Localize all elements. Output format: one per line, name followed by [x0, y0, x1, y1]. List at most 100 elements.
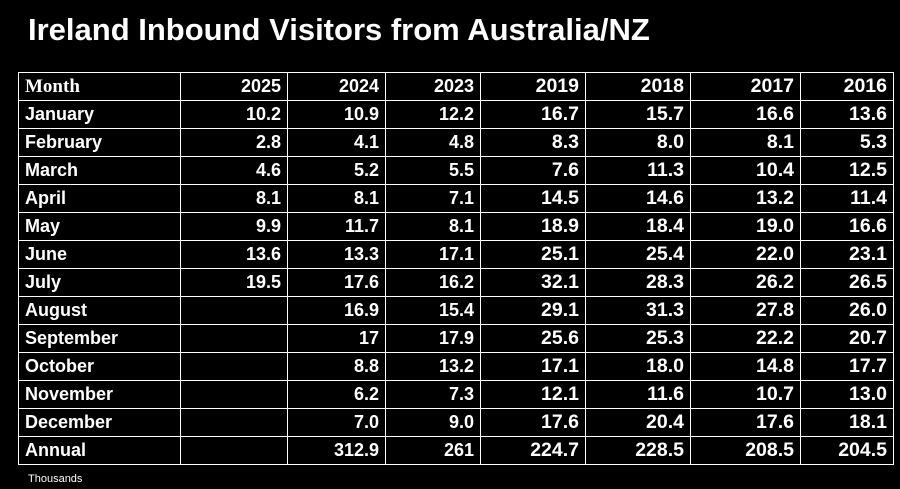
table-cell: 8.1 [287, 184, 386, 213]
table-cell: 20.7 [800, 324, 894, 353]
table-cell: 17.1 [385, 240, 481, 269]
table-cell: 208.5 [690, 436, 801, 465]
table-cell: 2.8 [180, 128, 288, 157]
table-cell: 8.1 [180, 184, 288, 213]
table-row: September 17 17.9 25.6 25.3 22.2 20.7 [18, 324, 894, 353]
header-cell: 2018 [585, 72, 691, 101]
table-cell: 18.0 [585, 352, 691, 381]
table-row: February 2.8 4.1 4.8 8.3 8.0 8.1 5.3 [18, 128, 894, 157]
table-cell: 25.1 [480, 240, 586, 269]
table-cell: 17 [287, 324, 386, 353]
table-cell: 10.7 [690, 380, 801, 409]
table-cell: 28.3 [585, 268, 691, 297]
table-row: April 8.1 8.1 7.1 14.5 14.6 13.2 11.4 [18, 184, 894, 213]
table-cell: 26.5 [800, 268, 894, 297]
table-cell: 7.0 [287, 408, 386, 437]
table-cell: 5.2 [287, 156, 386, 185]
row-label: September [18, 324, 181, 353]
table-row: March 4.6 5.2 5.5 7.6 11.3 10.4 12.5 [18, 156, 894, 185]
table-cell: 12.1 [480, 380, 586, 409]
table-cell: 17.6 [287, 268, 386, 297]
row-label: January [18, 100, 181, 129]
table-cell: 13.3 [287, 240, 386, 269]
table-cell: 26.0 [800, 296, 894, 325]
table-cell: 11.3 [585, 156, 691, 185]
row-label: August [18, 296, 181, 325]
row-label: July [18, 268, 181, 297]
table-cell: 13.6 [800, 100, 894, 129]
table-cell: 312.9 [287, 436, 386, 465]
table-row: Annual 312.9 261 224.7 228.5 208.5 204.5 [18, 436, 894, 465]
table-cell: 27.8 [690, 296, 801, 325]
table-row: December 7.0 9.0 17.6 20.4 17.6 18.1 [18, 408, 894, 437]
table-cell: 14.5 [480, 184, 586, 213]
table-cell [180, 296, 288, 325]
row-label: February [18, 128, 181, 157]
table-cell: 17.9 [385, 324, 481, 353]
table-cell: 13.6 [180, 240, 288, 269]
table-cell: 25.4 [585, 240, 691, 269]
table-cell: 12.2 [385, 100, 481, 129]
table-cell: 15.4 [385, 296, 481, 325]
table-cell [180, 352, 288, 381]
table-cell: 17.6 [690, 408, 801, 437]
table-cell [180, 324, 288, 353]
table-cell: 9.0 [385, 408, 481, 437]
table-cell: 26.2 [690, 268, 801, 297]
table-cell: 13.2 [690, 184, 801, 213]
note: Thousands [28, 473, 83, 485]
table-cell: 16.6 [800, 212, 894, 241]
header-cell: Month [18, 72, 181, 101]
table-cell: 25.6 [480, 324, 586, 353]
table-cell: 10.2 [180, 100, 288, 129]
table-cell: 16.2 [385, 268, 481, 297]
header-cell: 2024 [287, 72, 386, 101]
table-cell: 16.7 [480, 100, 586, 129]
table-cell: 18.9 [480, 212, 586, 241]
header-row: Month 2025 2024 2023 2019 2018 2017 2016 [18, 72, 894, 101]
header-cell: 2023 [385, 72, 481, 101]
table-cell: 4.1 [287, 128, 386, 157]
table-cell: 17.1 [480, 352, 586, 381]
row-label: March [18, 156, 181, 185]
data-table: Month 2025 2024 2023 2019 2018 2017 2016 January… [18, 72, 894, 465]
table-cell: 16.9 [287, 296, 386, 325]
table-cell: 11.4 [800, 184, 894, 213]
table-cell: 261 [385, 436, 481, 465]
table-row: June 13.6 13.3 17.1 25.1 25.4 22.0 23.1 [18, 240, 894, 269]
table-cell: 11.7 [287, 212, 386, 241]
title: Ireland Inbound Visitors from Australia/… [28, 12, 650, 47]
table-cell: 13.0 [800, 380, 894, 409]
table-cell: 13.2 [385, 352, 481, 381]
table-cell: 16.6 [690, 100, 801, 129]
table-cell: 19.5 [180, 268, 288, 297]
table-cell: 4.6 [180, 156, 288, 185]
table-row: May 9.9 11.7 8.1 18.9 18.4 19.0 16.6 [18, 212, 894, 241]
table-cell: 25.3 [585, 324, 691, 353]
table-cell: 204.5 [800, 436, 894, 465]
table-cell: 22.2 [690, 324, 801, 353]
table-cell: 31.3 [585, 296, 691, 325]
row-label: June [18, 240, 181, 269]
row-label: April [18, 184, 181, 213]
table-cell [180, 380, 288, 409]
table-cell: 14.6 [585, 184, 691, 213]
row-label: November [18, 380, 181, 409]
table-cell: 17.6 [480, 408, 586, 437]
row-label: May [18, 212, 181, 241]
table-row: October 8.8 13.2 17.1 18.0 14.8 17.7 [18, 352, 894, 381]
table-cell: 18.4 [585, 212, 691, 241]
table-cell: 8.3 [480, 128, 586, 157]
table-row: November 6.2 7.3 12.1 11.6 10.7 13.0 [18, 380, 894, 409]
table-cell [180, 436, 288, 465]
row-label: October [18, 352, 181, 381]
table-cell: 7.1 [385, 184, 481, 213]
row-label: Annual [18, 436, 181, 465]
table-cell: 7.6 [480, 156, 586, 185]
table-cell: 8.0 [585, 128, 691, 157]
table-cell: 15.7 [585, 100, 691, 129]
table-cell: 5.5 [385, 156, 481, 185]
table-row: July 19.5 17.6 16.2 32.1 28.3 26.2 26.5 [18, 268, 894, 297]
table-cell: 10.9 [287, 100, 386, 129]
